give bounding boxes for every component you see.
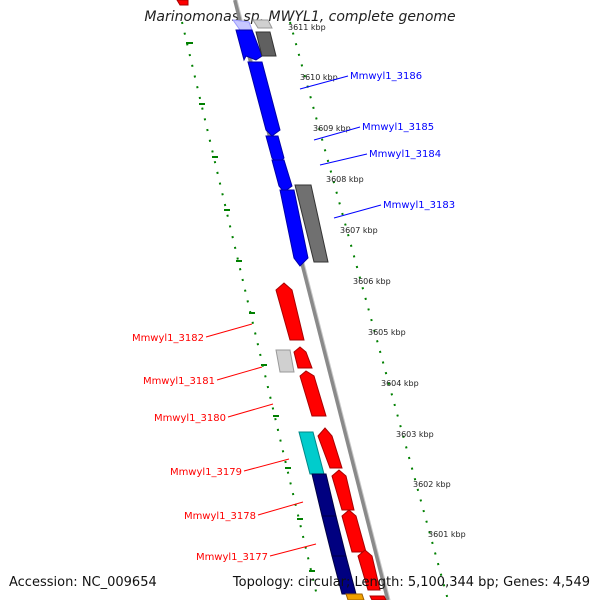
tick-label: 3602 kbp	[413, 480, 451, 489]
tick-label: 3606 kbp	[353, 277, 391, 286]
gene-leader-line	[227, 403, 274, 418]
gene-feature-mmwyl1-3183	[279, 189, 309, 267]
gene-leader-line	[257, 501, 304, 516]
map-title: Marinomonas sp. MWYL1, complete genome	[144, 9, 456, 25]
gene-feature-mmwyl1-3184	[271, 159, 293, 193]
tick-label: 3608 kbp	[326, 175, 364, 184]
gene-label-mmwyl1-3182[interactable]: Mmwyl1_3182	[132, 333, 204, 344]
gene-leader-line	[269, 543, 317, 557]
gene-feature-mmwyl1-3179	[317, 427, 343, 469]
gene-feature-navy-2	[321, 515, 347, 557]
genome-summary-text: Topology: circular; Length: 5,100,344 bp…	[232, 575, 590, 590]
tick-label: 3611 kbp	[288, 23, 326, 32]
gene-feature-mmwyl1-3181	[293, 346, 313, 369]
other-gene-features	[176, 0, 329, 373]
gene-feature-mmwyl1-3177a	[341, 509, 367, 553]
tick-label: 3610 kbp	[300, 73, 338, 82]
gene-leader-line	[333, 204, 382, 219]
gene-label-mmwyl1-3178[interactable]: Mmwyl1_3178	[184, 511, 256, 522]
tick-label: 3603 kbp	[396, 430, 434, 439]
gene-feature-navy-1	[311, 473, 337, 517]
gene-label-mmwyl1-3177[interactable]: Mmwyl1_3177	[196, 552, 268, 563]
tick-labels: 3611 kbp 3610 kbp 3609 kbp 3608 kbp 3607 kbp…	[288, 23, 466, 539]
forward-gene-features	[275, 282, 387, 600]
left-major-ticks	[186, 42, 315, 572]
gene-label-mmwyl1-3183[interactable]: Mmwyl1_3183	[383, 200, 455, 211]
gene-labels: Mmwyl1_3186 Mmwyl1_3185 Mmwyl1_3184 Mmwyl1_…	[132, 71, 455, 563]
gene-leader-line	[216, 366, 263, 381]
gene-label-mmwyl1-3180[interactable]: Mmwyl1_3180	[154, 413, 226, 424]
misc-gene-features	[298, 431, 365, 600]
gene-leader-line	[313, 126, 361, 141]
reverse-gene-features	[231, 19, 309, 267]
gene-feature-light-2	[275, 349, 295, 373]
gene-feature-mmwyl1-3186b	[247, 61, 281, 137]
gene-feature-mmwyl1-3186	[235, 29, 263, 62]
gene-leader-line	[319, 153, 368, 166]
gene-feature-mmwyl1-3180	[299, 370, 327, 417]
tick-label: 3609 kbp	[313, 124, 351, 133]
tick-label: 3601 kbp	[428, 530, 466, 539]
tick-label: 3607 kbp	[340, 226, 378, 235]
tick-label: 3605 kbp	[368, 328, 406, 337]
gene-feature-mmwyl1-3178	[331, 469, 355, 511]
gene-label-mmwyl1-3181[interactable]: Mmwyl1_3181	[143, 376, 215, 387]
accession-text: Accession: NC_009654	[9, 575, 157, 590]
gene-feature-grey-2	[294, 184, 329, 263]
gene-label-mmwyl1-3179[interactable]: Mmwyl1_3179	[170, 467, 242, 478]
gene-leader-line	[243, 458, 290, 472]
gene-label-mmwyl1-3184[interactable]: Mmwyl1_3184	[369, 149, 441, 160]
gene-feature-mmwyl1-3177b	[357, 549, 381, 591]
gene-feature-light	[231, 19, 253, 31]
right-tick-ring	[289, 21, 449, 600]
gene-label-mmwyl1-3186[interactable]: Mmwyl1_3186	[350, 71, 422, 82]
gene-feature-mmwyl1-3182	[275, 282, 305, 341]
gene-feature-grey-1	[255, 31, 277, 57]
gene-leader-line	[205, 323, 253, 338]
gene-feature-red-top	[176, 0, 189, 6]
gene-label-mmwyl1-3185[interactable]: Mmwyl1_3185	[362, 122, 434, 133]
gene-leader-line	[299, 75, 349, 90]
gene-leader-lines	[205, 75, 382, 557]
tick-label: 3604 kbp	[381, 379, 419, 388]
